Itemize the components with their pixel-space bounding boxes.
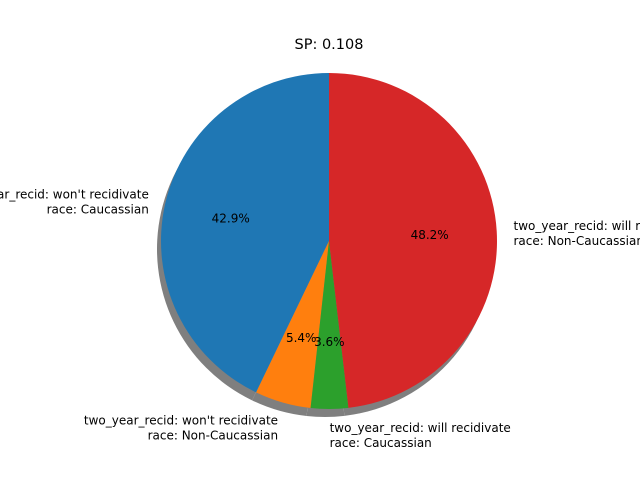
slice-label-line-2: race: Caucassian bbox=[47, 203, 149, 217]
slice-label-two-year-recid-will-recidivate-race-caucassian: two_year_recid: will recidivate race: Cau… bbox=[330, 421, 511, 450]
percent-label-two-year-recid-won-t-recidivate-race-non-caucassian: 5.4% bbox=[286, 331, 317, 345]
slice-label-line-2: race: Non-Caucassian bbox=[513, 234, 640, 248]
pie-slice-two-year-recid-won-t-recidivate-race-non-caucassian bbox=[256, 241, 329, 408]
pie-slice-two-year-recid-will-recidivate-race-caucassian bbox=[310, 241, 349, 409]
slice-label-line-1: two_year_recid: won't recidivate bbox=[0, 188, 149, 202]
pie-slices bbox=[161, 73, 498, 409]
slice-label-line-1: two_year_recid: will recidivate bbox=[513, 219, 640, 233]
slice-label-line-1: two_year_recid: won't recidivate bbox=[84, 413, 278, 427]
slice-label-two-year-recid-won-t-recidivate-race-non-caucassian: two_year_recid: won't recidivate race: No… bbox=[84, 413, 278, 442]
slice-label-line-2: race: Non-Caucassian bbox=[148, 428, 278, 442]
slice-label-line-2: race: Caucassian bbox=[330, 436, 432, 450]
pie-percent-labels: 42.9% 5.4%3.6% 48.2% bbox=[212, 212, 449, 349]
percent-label-two-year-recid-won-t-recidivate-race-caucassian: 42.9% bbox=[212, 212, 250, 226]
percent-label-two-year-recid-will-recidivate-race-non-caucassian: 48.2% bbox=[411, 228, 449, 242]
chart-title: SP: 0.108 bbox=[295, 37, 364, 53]
pie-slice-two-year-recid-will-recidivate-race-non-caucassian bbox=[329, 73, 498, 408]
percent-label-two-year-recid-will-recidivate-race-caucassian: 3.6% bbox=[314, 335, 345, 349]
pie-slice-two-year-recid-won-t-recidivate-race-caucassian bbox=[161, 73, 329, 393]
slice-label-line-1: two_year_recid: will recidivate bbox=[330, 421, 511, 435]
